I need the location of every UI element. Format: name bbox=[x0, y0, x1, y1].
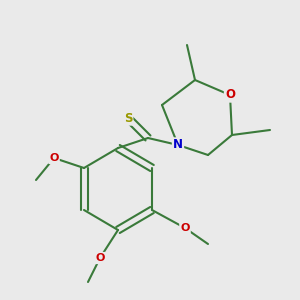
Text: O: O bbox=[49, 153, 59, 163]
Text: O: O bbox=[180, 223, 190, 233]
Text: O: O bbox=[225, 88, 235, 101]
Text: N: N bbox=[173, 139, 183, 152]
Text: S: S bbox=[124, 112, 132, 124]
Text: O: O bbox=[95, 253, 105, 263]
